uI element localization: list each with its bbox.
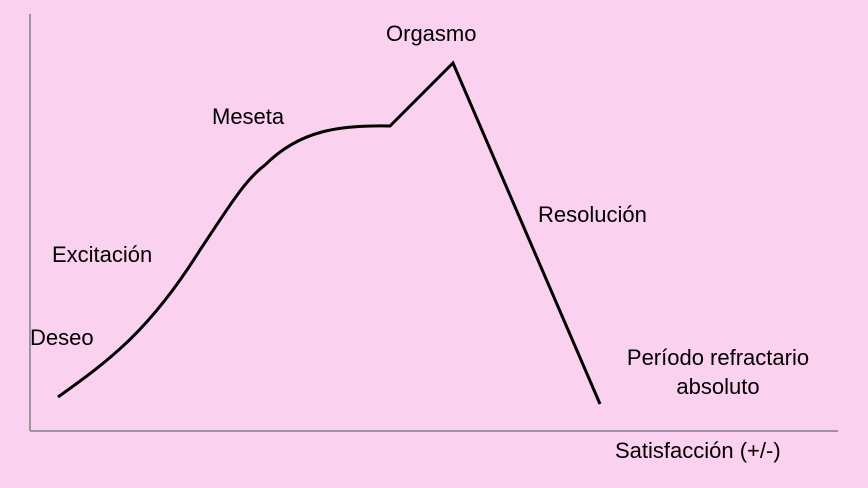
phase-label-meseta: Meseta	[212, 104, 285, 129]
phase-label-periodo-refractario: Período refractario absoluto	[603, 343, 833, 401]
response-curve	[57, 60, 602, 405]
phase-label-orgasmo: Orgasmo	[386, 21, 477, 46]
x-axis-label: Satisfacción (+/-)	[615, 438, 781, 463]
periodo-label-line1: Período refractario	[626, 345, 810, 370]
phase-label-excitacion: Excitación	[52, 242, 153, 267]
phase-label-deseo: Deseo	[30, 325, 94, 350]
phase-label-resolucion: Resolución	[538, 202, 647, 227]
periodo-label-line2: absoluto	[676, 374, 760, 399]
